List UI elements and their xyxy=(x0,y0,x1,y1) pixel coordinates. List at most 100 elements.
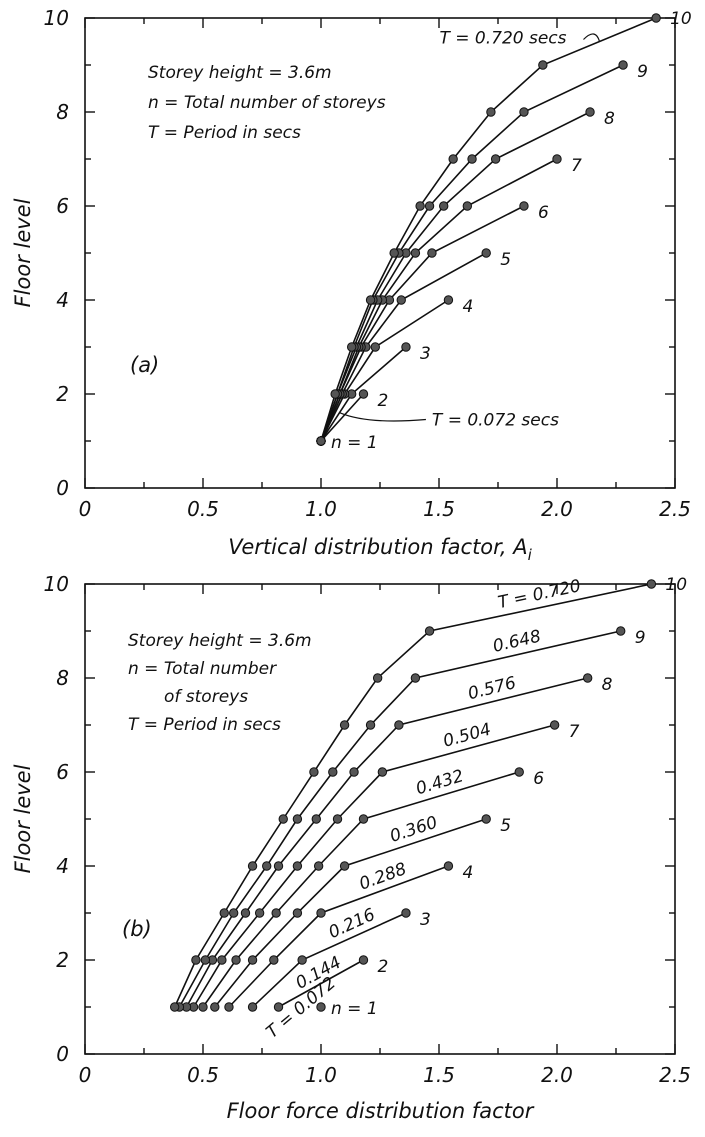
series-end-label: 3 xyxy=(420,910,431,930)
data-point xyxy=(462,201,473,211)
note-line: n = Total number xyxy=(128,659,277,679)
series-end-label: 4 xyxy=(462,297,473,317)
series-end-label: 2 xyxy=(377,391,388,411)
note-line: Storey height = 3.6m xyxy=(148,63,332,83)
series-line xyxy=(320,158,558,442)
y-tick-label: 0 xyxy=(56,476,69,500)
data-point xyxy=(219,908,229,918)
data-point xyxy=(247,861,258,871)
data-point xyxy=(292,861,303,871)
x-axis-title-subscript: i xyxy=(528,546,533,564)
data-point xyxy=(616,626,626,636)
annotation-leader xyxy=(583,33,601,42)
period-label: 0.288 xyxy=(357,859,410,895)
data-point xyxy=(358,389,369,399)
data-point xyxy=(651,13,661,23)
data-point xyxy=(415,201,425,211)
series-end-label: 4 xyxy=(462,863,473,883)
plot-frame xyxy=(84,583,676,1055)
y-axis-title: Floor level xyxy=(11,764,35,873)
data-point xyxy=(292,814,303,824)
data-point xyxy=(316,1002,326,1012)
data-point xyxy=(552,154,562,164)
series-line xyxy=(192,724,555,1008)
data-point xyxy=(269,955,279,965)
data-point xyxy=(582,673,593,683)
y-tick-label: 4 xyxy=(56,854,69,878)
data-point xyxy=(396,295,406,305)
series-line xyxy=(320,299,449,442)
data-point xyxy=(486,107,496,117)
series-end-label: 6 xyxy=(538,203,549,223)
period-label: 0.432 xyxy=(414,766,466,799)
series-end-label: 6 xyxy=(533,769,544,789)
period-label: 0.648 xyxy=(491,626,543,656)
data-point xyxy=(365,720,376,730)
data-point xyxy=(585,107,595,117)
data-point xyxy=(349,767,359,777)
data-point xyxy=(646,579,657,589)
x-tick-label: 1.5 xyxy=(423,497,455,521)
series-end-label: 7 xyxy=(571,156,582,176)
period-label: 0.576 xyxy=(466,673,518,704)
data-point xyxy=(191,955,201,965)
x-tick-label: 2.5 xyxy=(659,1063,691,1087)
series-end-label: 3 xyxy=(420,344,431,364)
series-line xyxy=(320,17,657,442)
data-point xyxy=(443,295,454,305)
data-point xyxy=(311,814,321,824)
x-tick-label: 2.5 xyxy=(659,497,691,521)
y-tick-label: 0 xyxy=(56,1042,69,1066)
y-tick-label: 6 xyxy=(56,760,69,784)
x-tick-label: 1.5 xyxy=(423,1063,455,1087)
note-line: T = Period in secs xyxy=(148,123,301,143)
y-tick-label: 10 xyxy=(44,6,69,30)
data-point xyxy=(358,814,369,824)
data-point xyxy=(330,389,340,399)
data-point xyxy=(365,295,376,305)
data-point xyxy=(332,814,343,824)
data-point xyxy=(231,955,241,965)
series-line xyxy=(320,393,365,442)
period-label: 0.504 xyxy=(441,720,493,752)
data-point xyxy=(346,342,357,352)
period-label: 0.360 xyxy=(388,813,440,847)
x-tick-label: 0.5 xyxy=(187,497,219,521)
y-tick-label: 8 xyxy=(56,100,69,124)
series-line xyxy=(173,583,652,1008)
note-line: of storeys xyxy=(164,687,248,707)
data-point xyxy=(401,342,411,352)
y-axis-title: Floor level xyxy=(11,198,35,307)
data-point xyxy=(448,154,458,164)
series-end-label: 10 xyxy=(670,9,692,29)
data-point xyxy=(481,814,491,824)
data-point xyxy=(339,720,350,730)
series-end-label: 8 xyxy=(602,675,613,695)
data-point xyxy=(490,154,501,164)
x-tick-label: 1.0 xyxy=(305,1063,337,1087)
data-point xyxy=(424,201,435,211)
series-n-6: 6 xyxy=(316,201,549,446)
data-point xyxy=(519,201,529,211)
data-point xyxy=(200,955,211,965)
data-point xyxy=(377,767,388,777)
series-n-2: 2 xyxy=(273,955,388,1012)
data-point xyxy=(240,908,251,918)
x-axis-title: Floor force distribution factor xyxy=(227,1099,535,1123)
series-n-1: n = 1 xyxy=(316,999,378,1019)
data-point xyxy=(401,908,411,918)
series-line xyxy=(320,64,624,442)
panel-tag: (b) xyxy=(122,917,152,941)
note-line: Storey height = 3.6m xyxy=(128,631,312,651)
x-tick-label: 0 xyxy=(79,497,92,521)
data-point xyxy=(217,955,227,965)
x-axis-title-text: Vertical distribution factor, A xyxy=(228,535,527,559)
data-point xyxy=(443,861,454,871)
series-end-label: 8 xyxy=(604,109,615,129)
data-point xyxy=(278,814,288,824)
series-n-5: 5 xyxy=(210,814,511,1012)
data-point xyxy=(328,767,338,777)
data-point xyxy=(339,861,350,871)
data-point xyxy=(410,248,421,258)
data-point xyxy=(313,861,324,871)
